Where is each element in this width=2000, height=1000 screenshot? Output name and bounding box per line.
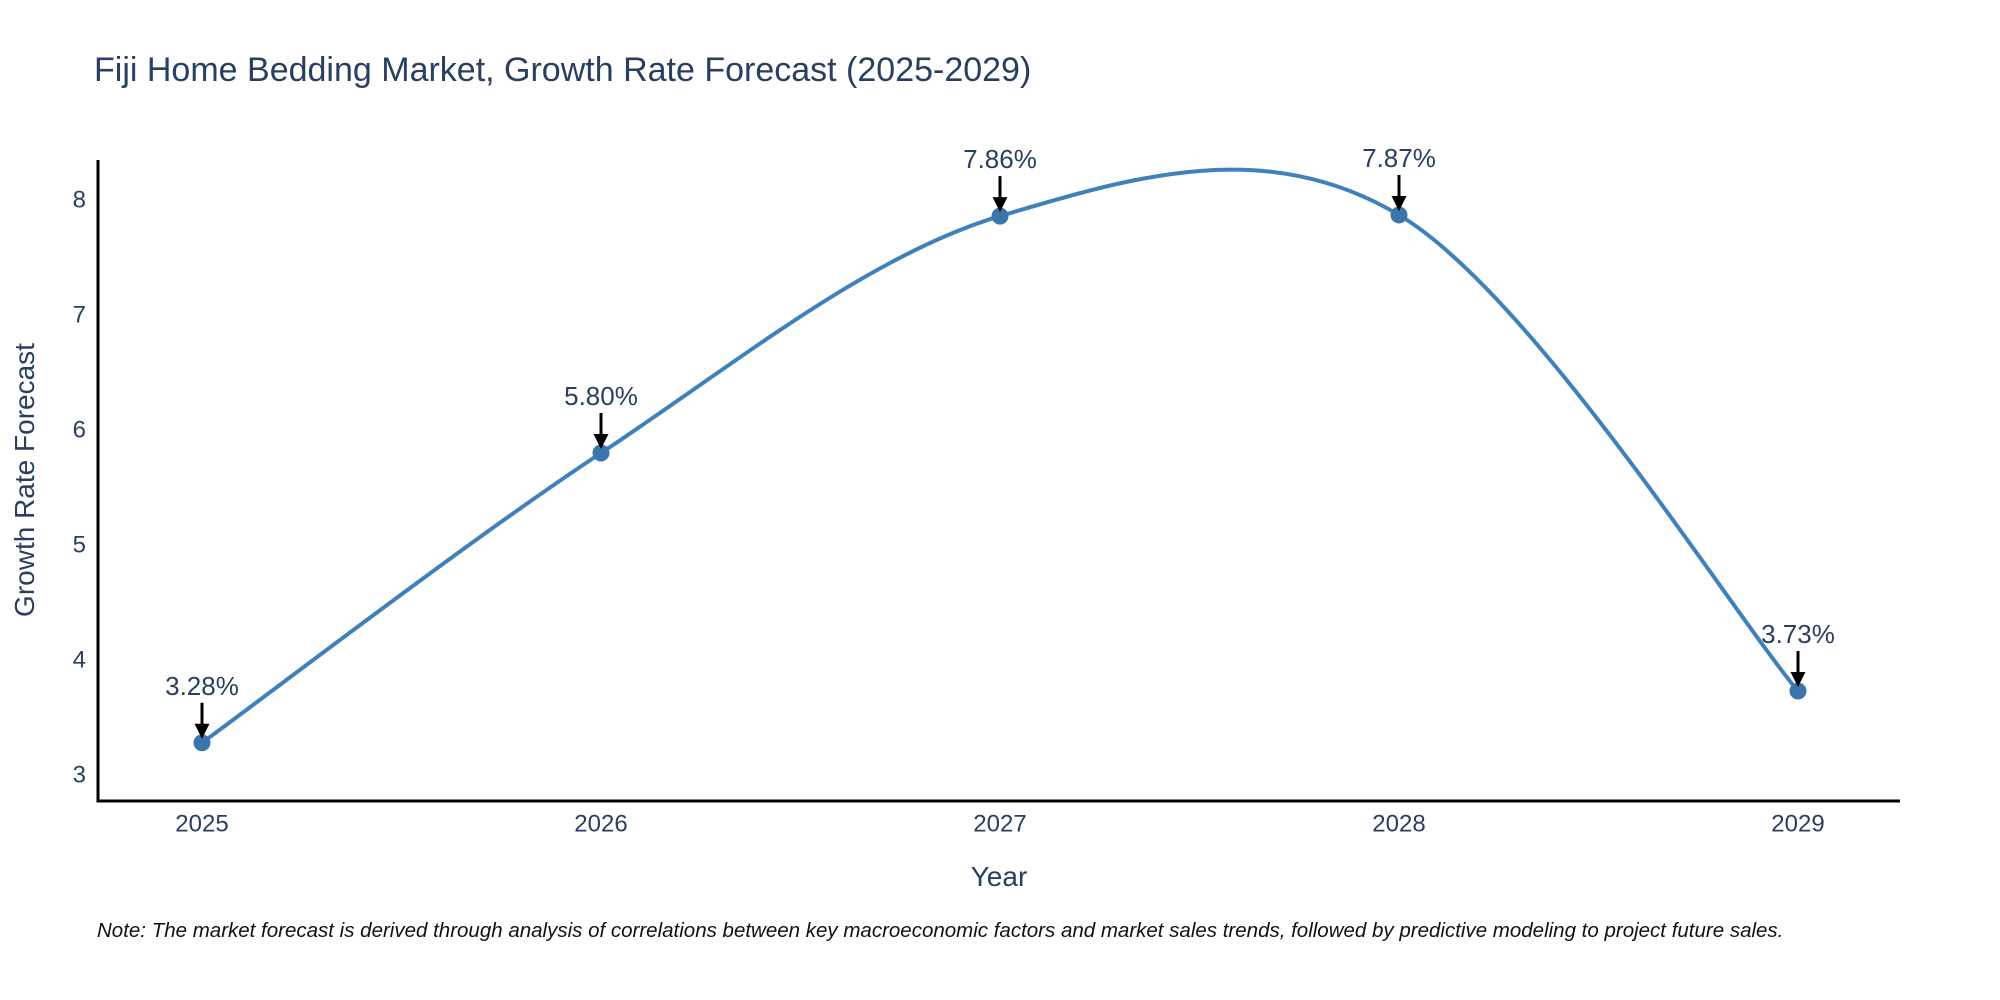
point-value-label: 5.80% xyxy=(564,381,638,411)
annotation-arrowhead xyxy=(1790,672,1806,688)
x-axis-title: Year xyxy=(971,861,1028,892)
y-axis-title: Growth Rate Forecast xyxy=(9,343,40,617)
annotation-arrowhead xyxy=(992,197,1008,213)
annotation-arrowhead xyxy=(593,434,609,449)
x-tick-label: 2026 xyxy=(574,811,627,838)
x-tick-label: 2029 xyxy=(1771,811,1824,838)
y-tick-label: 4 xyxy=(73,647,86,674)
y-tick-label: 3 xyxy=(73,762,86,789)
y-tick-label: 7 xyxy=(73,302,86,329)
data-point-2028[interactable] xyxy=(1390,206,1408,224)
data-point-2029[interactable] xyxy=(1789,682,1807,700)
y-tick-label: 5 xyxy=(73,532,86,559)
annotation-arrowhead xyxy=(1391,195,1407,211)
annotation-arrowhead xyxy=(194,723,210,739)
footnote-text: Note: The market forecast is derived thr… xyxy=(97,919,1784,942)
data-point-2027[interactable] xyxy=(991,207,1009,225)
point-value-label: 7.86% xyxy=(963,144,1037,174)
x-tick-label: 2027 xyxy=(973,811,1026,838)
data-point-2026[interactable] xyxy=(592,444,610,462)
trend-line xyxy=(200,167,1800,745)
x-tick-label: 2028 xyxy=(1372,811,1425,838)
chart-title: Fiji Home Bedding Market, Growth Rate Fo… xyxy=(94,51,1032,89)
data-point-2025[interactable] xyxy=(193,734,211,752)
point-value-label: 3.73% xyxy=(1761,619,1835,649)
point-value-label: 3.28% xyxy=(165,671,239,701)
x-tick-label: 2025 xyxy=(175,811,228,838)
point-value-label: 7.87% xyxy=(1362,143,1436,173)
y-tick-label: 6 xyxy=(73,417,86,444)
y-tick-label: 8 xyxy=(73,187,86,214)
